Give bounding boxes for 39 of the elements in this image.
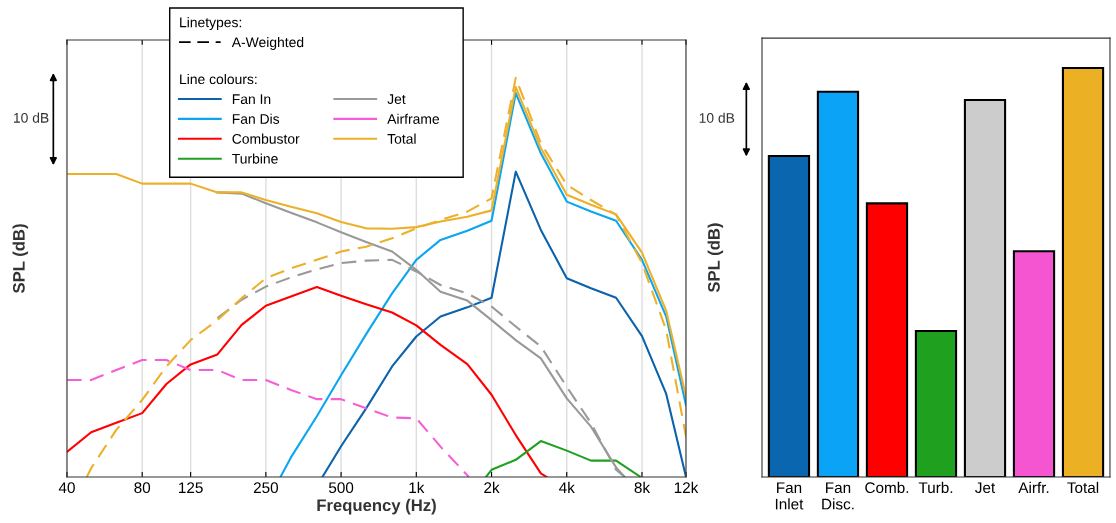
legend-title: Linetypes: <box>180 17 242 31</box>
x-tick-label: 80 <box>134 482 151 494</box>
legend-label: Airframe <box>387 113 440 124</box>
text: 10 dB <box>13 112 49 123</box>
legend-label: Turbine <box>232 153 278 164</box>
x-tick-label: 4k <box>559 481 575 493</box>
x-tick-label: 12k <box>674 481 699 493</box>
bar <box>1061 66 1105 477</box>
bar <box>816 90 860 477</box>
x-tick-label: Fan Disc. <box>822 482 854 510</box>
legend-label: Fan In <box>232 94 271 105</box>
bar <box>767 154 811 477</box>
text: 10 dB <box>699 112 735 123</box>
x-tick-label: 8k <box>634 481 651 494</box>
legend-label: Combustor <box>232 133 300 144</box>
annotation: Line colours: <box>180 73 257 85</box>
bar <box>865 202 909 477</box>
x-tick-label: 125 <box>179 482 203 494</box>
x-tick-label: 250 <box>253 482 278 494</box>
x-tick-label: 40 <box>58 482 75 494</box>
bar <box>914 329 958 477</box>
x-tick-label: Total <box>1067 481 1099 494</box>
legend-label: Total <box>387 133 416 144</box>
x-tick-label: Airfr. <box>1018 481 1049 493</box>
legend-label: Jet <box>387 94 406 105</box>
x-tick-label: Turb. <box>918 481 953 494</box>
y-axis-title: SPL (dB) <box>12 224 29 294</box>
x-axis-title: Frequency (Hz) <box>317 498 436 515</box>
x-tick-label: 500 <box>328 482 354 494</box>
x-tick-label: Jet <box>975 482 996 494</box>
x-tick-label: Fan Inlet <box>775 482 804 510</box>
x-tick-label: Comb. <box>865 481 909 494</box>
bar <box>1012 250 1056 477</box>
legend-label: Fan Dis <box>232 113 280 124</box>
bar <box>963 98 1007 477</box>
x-tick-label: 1k <box>409 481 425 493</box>
x-tick-label: 2k <box>484 481 500 493</box>
y-axis-title: SPL (dB) <box>707 223 724 293</box>
text: A-Weighted <box>231 37 304 50</box>
